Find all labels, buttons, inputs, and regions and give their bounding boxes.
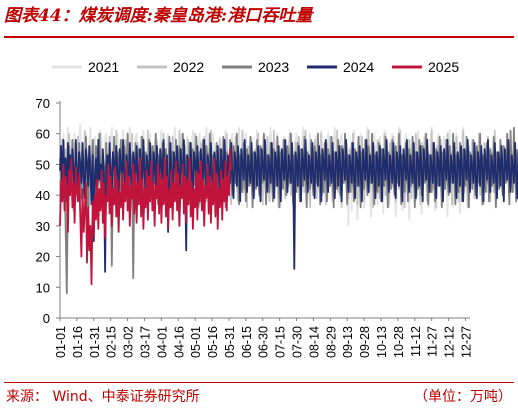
legend-label-2025: 2025 bbox=[428, 59, 459, 75]
x-tick-label: 05-31 bbox=[223, 326, 237, 358]
x-tick-label: 11-12 bbox=[409, 326, 423, 357]
x-tick-label: 12-12 bbox=[443, 326, 457, 358]
source-note: 来源： Wind、中泰证券研究所 bbox=[6, 389, 200, 405]
unit-note: （单位：万吨） bbox=[414, 389, 512, 405]
x-tick-label: 06-15 bbox=[240, 326, 254, 358]
y-tick-label: 20 bbox=[36, 250, 50, 265]
legend-label-2024: 2024 bbox=[343, 59, 374, 75]
chart-title: 图表44：煤炭调度:秦皇岛港:港口吞吐量 bbox=[4, 6, 313, 26]
x-tick-label: 11-27 bbox=[426, 326, 440, 357]
legend-label-2021: 2021 bbox=[88, 59, 119, 75]
y-tick-label: 0 bbox=[43, 311, 50, 326]
chart-series bbox=[59, 123, 518, 295]
x-tick-label: 10-13 bbox=[375, 326, 389, 358]
x-tick-label: 10-28 bbox=[392, 326, 406, 358]
x-tick-label: 09-28 bbox=[358, 326, 372, 358]
y-tick-label: 60 bbox=[36, 127, 50, 142]
footer: 来源： Wind、中泰证券研究所 （单位：万吨） bbox=[6, 386, 512, 408]
x-tick-label: 08-29 bbox=[324, 326, 338, 358]
x-tick-label: 05-16 bbox=[206, 326, 220, 358]
series-line-2024 bbox=[59, 139, 518, 273]
x-tick-label: 07-15 bbox=[274, 326, 288, 358]
legend: 2021 2022 2023 2024 2025 bbox=[52, 59, 459, 75]
legend-label-2023: 2023 bbox=[258, 59, 289, 75]
series-line-2025 bbox=[59, 148, 233, 286]
x-tick-label: 09-13 bbox=[341, 326, 355, 358]
x-tick-label: 01-01 bbox=[54, 326, 68, 358]
x-tick-label: 04-01 bbox=[155, 326, 169, 358]
x-tick-label: 02-15 bbox=[105, 326, 119, 358]
y-tick-label: 40 bbox=[36, 188, 50, 203]
x-tick-label: 06-30 bbox=[257, 326, 271, 358]
x-tick-label: 05-01 bbox=[189, 326, 203, 358]
x-tick-label: 01-16 bbox=[71, 326, 85, 358]
y-tick-label: 10 bbox=[36, 280, 50, 295]
footer-rule bbox=[4, 382, 514, 383]
y-tick-label: 50 bbox=[36, 157, 50, 172]
title-rule bbox=[4, 36, 514, 38]
y-tick-label: 70 bbox=[36, 96, 50, 111]
legend-label-2022: 2022 bbox=[173, 59, 204, 75]
x-tick-label: 12-27 bbox=[459, 326, 473, 358]
x-tick-label: 08-14 bbox=[307, 326, 321, 358]
x-tick-label: 03-17 bbox=[138, 326, 152, 358]
x-tick-label: 04-16 bbox=[172, 326, 186, 358]
coal-throughput-line-chart: 2021 2022 2023 2024 2025 0 10 20 30 40 50 60 70 01-… bbox=[36, 59, 518, 358]
y-tick-label: 30 bbox=[36, 219, 50, 234]
x-tick-label: 07-30 bbox=[291, 326, 305, 358]
x-tick-labels: 01-01 01-16 01-31 02-15 03-02 03-17 04-01 04-16… bbox=[54, 318, 473, 358]
x-tick-label: 01-31 bbox=[88, 326, 102, 358]
x-tick-label: 03-02 bbox=[122, 326, 136, 358]
